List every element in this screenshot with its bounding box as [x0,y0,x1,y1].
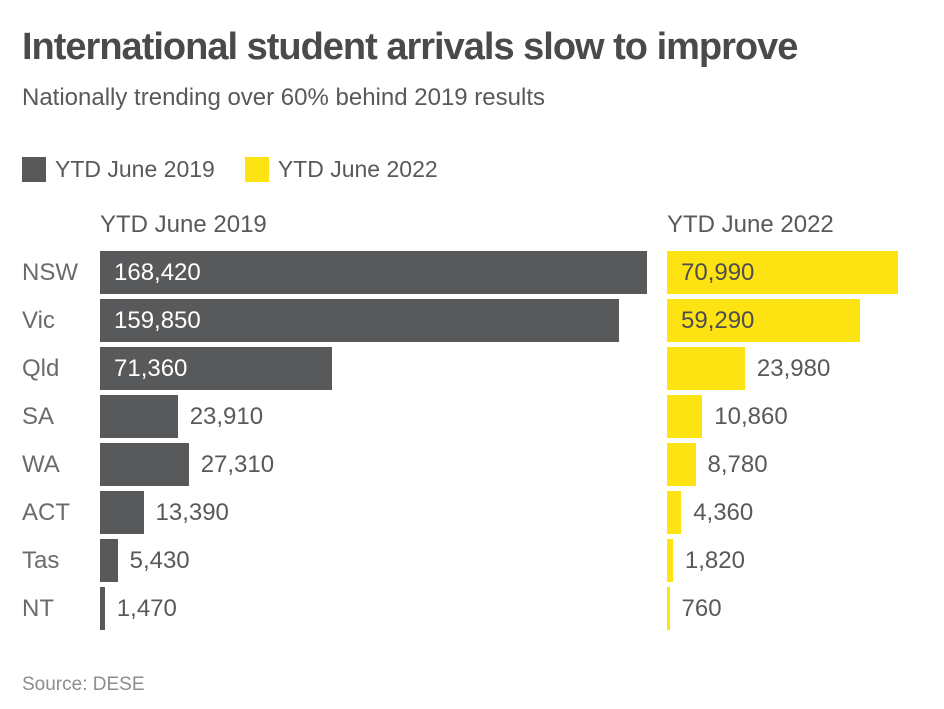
category-label-qld: Qld [22,355,60,382]
chart-title: International student arrivals slow to i… [22,26,798,68]
value-label-2022-wa: 8,780 [707,450,768,478]
bar-track-2019-wa: 27,310 [100,443,274,486]
value-label-2022-vic: 59,290 [681,306,755,334]
legend-item-ytd-june-2019: YTD June 2019 [22,156,215,183]
legend-label-2019: YTD June 2019 [55,156,215,182]
value-label-2019-vic: 159,850 [114,306,201,334]
value-label-2019-wa: 27,310 [200,450,275,478]
chart-rows: NSW 168,420 70,990 Vic 159,850 59,290 Qld 71,36… [22,251,922,635]
category-label-tas: Tas [22,547,60,574]
bar-2022-nt [667,587,670,630]
chart-row-act: ACT 13,390 4,360 [22,491,922,539]
chart-row-nt: NT 1,470 760 [22,587,922,635]
bar-2019-wa [100,443,189,486]
bar-2022-wa [667,443,696,486]
value-label-2019-act: 13,390 [155,498,229,526]
column-headers: YTD June 2019 YTD June 2022 [22,211,922,251]
bar-2022-nsw: 70,990 [667,251,898,294]
bar-track-2019-tas: 5,430 [100,539,190,582]
value-label-2022-tas: 1,820 [684,546,745,574]
bar-track-2022-vic: 59,290 [667,299,860,342]
value-label-2019-sa: 23,910 [189,402,264,430]
category-label-nt: NT [22,595,54,622]
value-label-2022-nsw: 70,990 [681,258,755,286]
chart-row-qld: Qld 71,360 23,980 [22,347,922,395]
chart-row-sa: SA 23,910 10,860 [22,395,922,443]
value-label-2022-nt: 760 [681,594,722,622]
column-header-2022: YTD June 2022 [667,211,834,238]
bar-track-2022-tas: 1,820 [667,539,745,582]
category-label-sa: SA [22,403,55,430]
bar-track-2022-nt: 760 [667,587,722,630]
legend-swatch-2022 [244,157,269,182]
bar-track-2022-wa: 8,780 [667,443,768,486]
value-label-2022-qld: 23,980 [756,354,831,382]
bar-2022-sa [667,395,703,438]
bar-2022-qld [667,347,745,390]
value-label-2019-qld: 71,360 [114,354,188,382]
bar-track-2022-qld: 23,980 [667,347,830,390]
bar-2022-tas [667,539,673,582]
bar-2022-vic: 59,290 [667,299,860,342]
bar-2019-vic: 159,850 [100,299,620,342]
bar-track-2022-nsw: 70,990 [667,251,898,294]
bar-track-2019-act: 13,390 [100,491,229,534]
bar-track-2022-act: 4,360 [667,491,753,534]
bar-2022-act [667,491,682,534]
value-label-2019-nsw: 168,420 [114,258,201,286]
chart-row-wa: WA 27,310 8,780 [22,443,922,491]
column-header-2019: YTD June 2019 [100,211,267,238]
value-label-2019-nt: 1,470 [116,594,177,622]
chart-row-tas: Tas 5,430 1,820 [22,539,922,587]
chart-subtitle: Nationally trending over 60% behind 2019… [22,84,545,111]
bar-2019-nsw: 168,420 [100,251,647,294]
bar-2019-tas [100,539,118,582]
bar-track-2019-nsw: 168,420 [100,251,647,294]
legend-swatch-2019 [22,157,46,182]
category-label-wa: WA [22,451,60,478]
bar-track-2019-sa: 23,910 [100,395,263,438]
value-label-2019-tas: 5,430 [129,546,190,574]
chart-row-nsw: NSW 168,420 70,990 [22,251,922,299]
legend-item-ytd-june-2022: YTD June 2022 [244,156,438,183]
legend-label-2022: YTD June 2022 [277,156,438,182]
bar-2019-nt [100,587,105,630]
bar-2019-qld: 71,360 [100,347,332,390]
category-label-vic: Vic [22,307,55,334]
category-label-nsw: NSW [22,259,78,286]
value-label-2022-act: 4,360 [693,498,754,526]
bar-2019-sa [100,395,178,438]
bar-track-2019-qld: 71,360 [100,347,332,390]
bar-track-2019-vic: 159,850 [100,299,620,342]
value-label-2022-sa: 10,860 [714,402,788,430]
bar-track-2022-sa: 10,860 [667,395,788,438]
source-note: Source: DESE [22,674,145,695]
category-label-act: ACT [22,499,70,526]
legend: YTD June 2019 YTD June 2022 [22,156,922,183]
bar-2019-act [100,491,144,534]
grouped-bar-chart: YTD June 2019 YTD June 2022 NSW 168,420 70… [22,211,922,635]
bar-track-2019-nt: 1,470 [100,587,177,630]
chart-row-vic: Vic 159,850 59,290 [22,299,922,347]
